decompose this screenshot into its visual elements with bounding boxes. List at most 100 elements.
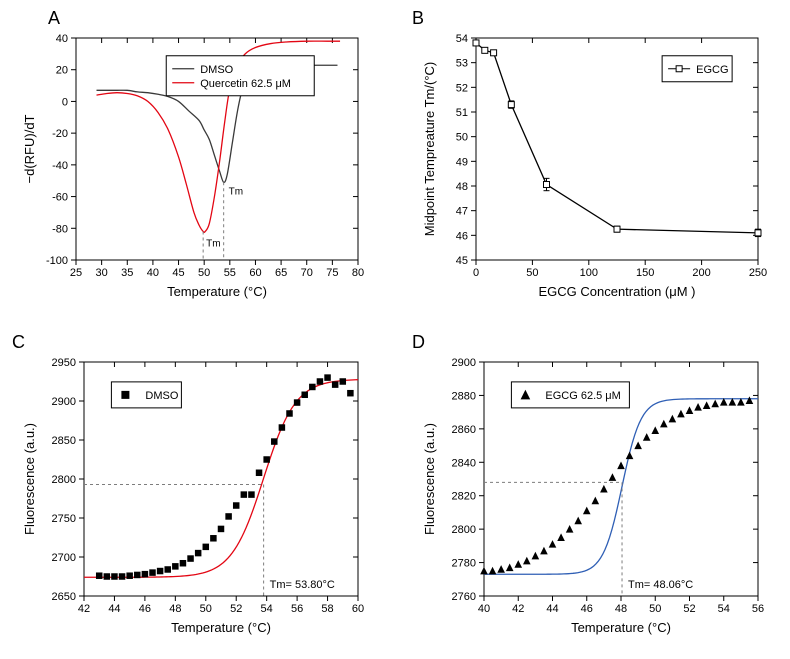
svg-text:50: 50 — [456, 132, 468, 144]
svg-text:42: 42 — [512, 603, 524, 615]
svg-text:200: 200 — [692, 267, 710, 279]
svg-text:50: 50 — [200, 603, 212, 615]
panel-b-chart: 0 50 100 150 200 250 45 46 47 48 49 50 51 52 53 54 EGCG … — [418, 28, 770, 308]
panel-label-d: D — [412, 332, 425, 353]
svg-text:2850: 2850 — [52, 435, 76, 447]
svg-text:2950: 2950 — [52, 357, 76, 369]
svg-text:56: 56 — [752, 603, 764, 615]
svg-text:0: 0 — [473, 267, 479, 279]
svg-text:Quercetin 62.5 μM: Quercetin 62.5 μM — [200, 78, 291, 90]
svg-text:-80: -80 — [52, 223, 68, 235]
svg-text:30: 30 — [96, 267, 108, 279]
svg-text:2800: 2800 — [452, 524, 476, 536]
svg-text:46: 46 — [456, 230, 468, 242]
svg-text:Fluorescence (a.u.): Fluorescence (a.u.) — [22, 423, 37, 535]
svg-text:40: 40 — [478, 603, 490, 615]
svg-text:2760: 2760 — [452, 591, 476, 603]
svg-text:2650: 2650 — [52, 591, 76, 603]
svg-text:70: 70 — [301, 267, 313, 279]
svg-text:45: 45 — [456, 255, 468, 267]
panel-label-c: C — [12, 332, 25, 353]
svg-text:52: 52 — [456, 82, 468, 94]
svg-text:0: 0 — [62, 96, 68, 108]
svg-text:46: 46 — [581, 603, 593, 615]
svg-text:-40: -40 — [52, 160, 68, 172]
figure-root: A 25 30 35 40 45 50 55 60 65 70 75 80 -100 -80 -60 -40 -… — [0, 0, 790, 659]
svg-text:75: 75 — [326, 267, 338, 279]
svg-text:100: 100 — [580, 267, 598, 279]
svg-text:2800: 2800 — [52, 474, 76, 486]
svg-text:44: 44 — [108, 603, 120, 615]
svg-text:EGCG Concentration (μM ): EGCG Concentration (μM ) — [538, 284, 695, 299]
panel-a-chart: 25 30 35 40 45 50 55 60 65 70 75 80 -100 -80 -60 -40 -20… — [18, 28, 370, 308]
svg-text:53: 53 — [456, 58, 468, 70]
panel-b: B 05010015020025045464748495051525354EGC… — [418, 28, 770, 308]
svg-text:2820: 2820 — [452, 491, 476, 503]
svg-text:54: 54 — [456, 33, 468, 45]
svg-text:48: 48 — [615, 603, 627, 615]
svg-text:Tm: Tm — [206, 238, 220, 249]
svg-text:40: 40 — [147, 267, 159, 279]
svg-text:Tm= 53.80°C: Tm= 53.80°C — [270, 579, 335, 591]
svg-text:150: 150 — [636, 267, 654, 279]
svg-text:48: 48 — [456, 181, 468, 193]
svg-text:Midpoint Tempreature Tm/(°C): Midpoint Tempreature Tm/(°C) — [422, 62, 437, 237]
svg-text:2700: 2700 — [52, 552, 76, 564]
svg-text:50: 50 — [649, 603, 661, 615]
svg-text:54: 54 — [261, 603, 273, 615]
svg-text:2880: 2880 — [452, 390, 476, 402]
panel-d: D 40424446485052545627602780280028202840… — [418, 352, 770, 644]
svg-text:60: 60 — [352, 603, 364, 615]
svg-text:52: 52 — [230, 603, 242, 615]
svg-text:250: 250 — [749, 267, 767, 279]
svg-text:65: 65 — [275, 267, 287, 279]
svg-text:52: 52 — [683, 603, 695, 615]
svg-text:20: 20 — [56, 65, 68, 77]
svg-text:DMSO: DMSO — [145, 390, 178, 402]
svg-text:Temperature (°C): Temperature (°C) — [167, 284, 267, 299]
svg-text:44: 44 — [546, 603, 558, 615]
svg-text:48: 48 — [169, 603, 181, 615]
svg-text:EGCG 62.5 μM: EGCG 62.5 μM — [545, 390, 620, 402]
svg-text:Temperature (°C): Temperature (°C) — [571, 620, 671, 635]
svg-text:DMSO: DMSO — [200, 64, 233, 76]
svg-text:49: 49 — [456, 156, 468, 168]
svg-text:2900: 2900 — [52, 396, 76, 408]
svg-text:50: 50 — [198, 267, 210, 279]
svg-text:2860: 2860 — [452, 424, 476, 436]
svg-text:40: 40 — [56, 33, 68, 45]
svg-text:EGCG: EGCG — [696, 64, 728, 76]
svg-text:Tm: Tm — [229, 186, 243, 197]
panel-c: C 42444648505254565860265027002750280028… — [18, 352, 370, 644]
svg-text:Temperature (°C): Temperature (°C) — [171, 620, 271, 635]
svg-text:Fluorescence (a.u.): Fluorescence (a.u.) — [422, 423, 437, 535]
panel-a: A 253035404550556065707580-100-80-60-40-… — [18, 28, 370, 308]
svg-text:25: 25 — [70, 267, 82, 279]
svg-text:58: 58 — [321, 603, 333, 615]
svg-text:42: 42 — [78, 603, 90, 615]
svg-text:−d(RFU)/dT: −d(RFU)/dT — [22, 114, 37, 183]
svg-text:-100: -100 — [46, 255, 68, 267]
svg-text:55: 55 — [224, 267, 236, 279]
svg-text:2900: 2900 — [452, 357, 476, 369]
panel-label-a: A — [48, 8, 60, 29]
svg-text:2750: 2750 — [52, 513, 76, 525]
svg-text:-60: -60 — [52, 192, 68, 204]
panel-c-chart: 42 44 46 48 50 52 54 56 58 60 2650 2700 2750 2800 2850… — [18, 352, 370, 644]
svg-text:80: 80 — [352, 267, 364, 279]
svg-text:60: 60 — [249, 267, 261, 279]
svg-text:46: 46 — [139, 603, 151, 615]
svg-text:Tm= 48.06°C: Tm= 48.06°C — [628, 579, 693, 591]
svg-text:45: 45 — [172, 267, 184, 279]
svg-text:47: 47 — [456, 206, 468, 218]
svg-text:56: 56 — [291, 603, 303, 615]
panel-label-b: B — [412, 8, 424, 29]
svg-text:2780: 2780 — [452, 558, 476, 570]
svg-text:54: 54 — [718, 603, 730, 615]
svg-text:51: 51 — [456, 107, 468, 119]
panel-d-chart: 40 42 44 46 48 50 52 54 56 2760 2780 2800 2820 2840 28… — [418, 352, 770, 644]
svg-text:-20: -20 — [52, 128, 68, 140]
svg-text:35: 35 — [121, 267, 133, 279]
svg-text:2840: 2840 — [452, 457, 476, 469]
svg-text:50: 50 — [526, 267, 538, 279]
